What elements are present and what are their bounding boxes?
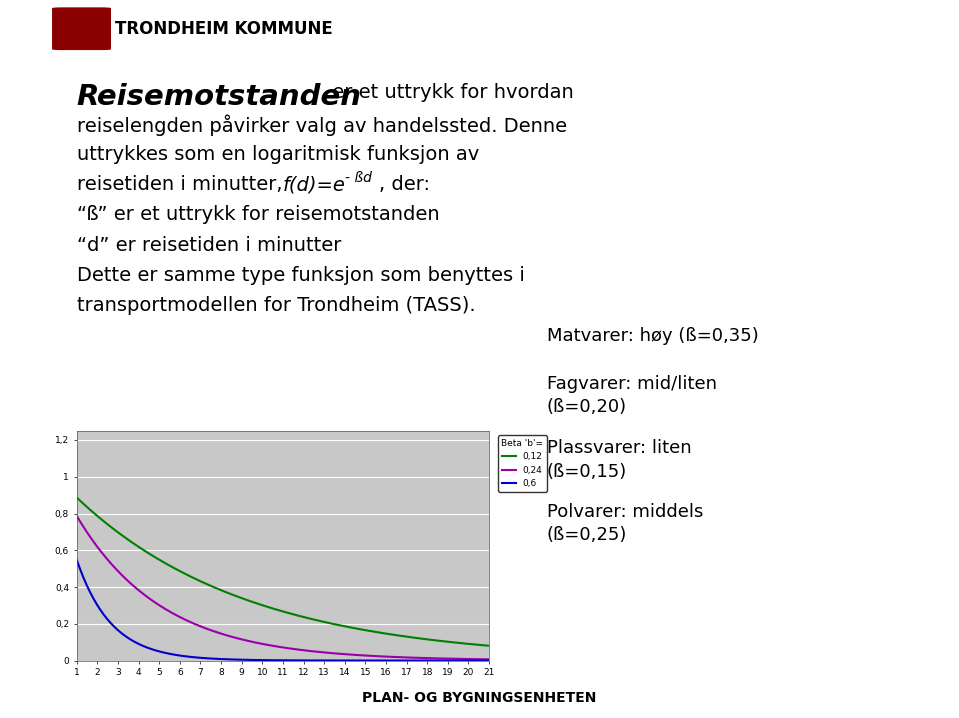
Text: “ß” er et uttrykk for reisemotstanden: “ß” er et uttrykk for reisemotstanden <box>77 205 439 224</box>
Text: uttrykkes som en logaritmisk funksjon av: uttrykkes som en logaritmisk funksjon av <box>77 145 479 164</box>
Text: Plassvarer: liten
(ß=0,15): Plassvarer: liten (ß=0,15) <box>547 439 691 481</box>
Text: - ßd: - ßd <box>345 171 372 185</box>
Text: f(d)=e: f(d)=e <box>283 175 346 194</box>
Text: TRONDHEIM KOMMUNE: TRONDHEIM KOMMUNE <box>115 19 333 38</box>
Legend: 0,12, 0,24, 0,6: 0,12, 0,24, 0,6 <box>498 435 547 492</box>
Text: , der:: , der: <box>379 175 430 194</box>
Text: Reisemotstanden: Reisemotstanden <box>77 83 362 111</box>
Text: “d” er reisetiden i minutter: “d” er reisetiden i minutter <box>77 236 341 254</box>
Text: er et uttrykk for hvordan: er et uttrykk for hvordan <box>326 83 573 101</box>
FancyBboxPatch shape <box>53 8 110 50</box>
Text: Polvarer: middels
(ß=0,25): Polvarer: middels (ß=0,25) <box>547 503 703 544</box>
Text: reiselengden påvirker valg av handelssted. Denne: reiselengden påvirker valg av handelsste… <box>77 115 567 136</box>
Text: reisetiden i minutter,: reisetiden i minutter, <box>77 175 289 194</box>
Text: Fagvarer: mid/liten
(ß=0,20): Fagvarer: mid/liten (ß=0,20) <box>547 375 716 416</box>
Text: Dette er samme type funksjon som benyttes i: Dette er samme type funksjon som benytte… <box>77 266 525 284</box>
Text: Matvarer: høy (ß=0,35): Matvarer: høy (ß=0,35) <box>547 327 759 345</box>
Text: PLAN- OG BYGNINGSENHETEN: PLAN- OG BYGNINGSENHETEN <box>363 691 596 705</box>
Text: transportmodellen for Trondheim (TASS).: transportmodellen for Trondheim (TASS). <box>77 296 476 314</box>
